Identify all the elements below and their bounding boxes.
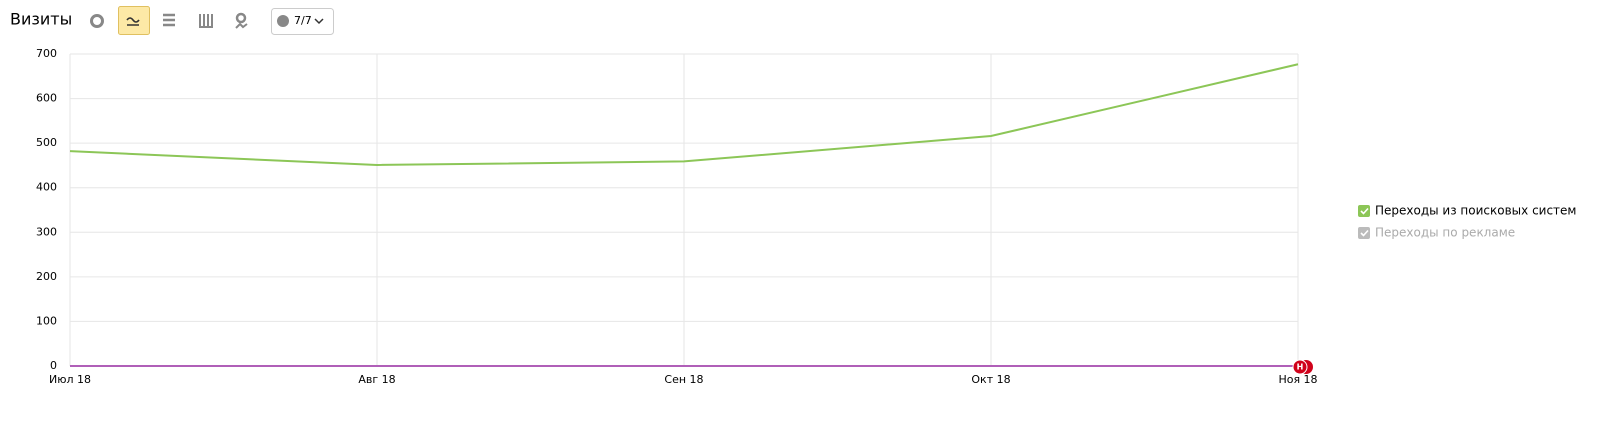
y-tick-label: 0 — [50, 359, 57, 372]
pie-button[interactable] — [90, 14, 104, 28]
annotation-marker — [1292, 359, 1308, 375]
map-button[interactable] — [235, 12, 247, 24]
x-tick-label: Июл 18 — [49, 373, 91, 386]
legend-check — [1360, 229, 1369, 237]
y-tick-label: 300 — [36, 225, 57, 238]
series-line — [69, 63, 1299, 166]
legend-checkbox[interactable] — [1358, 227, 1370, 239]
x-tick-label: Ноя 18 — [1278, 373, 1317, 386]
map-icon — [235, 22, 248, 29]
annotation-label: Н — [1297, 363, 1304, 372]
y-tick-label: 600 — [36, 92, 57, 105]
y-tick-label: 700 — [36, 47, 57, 60]
bars-button[interactable] — [199, 14, 213, 28]
line-icon — [126, 17, 140, 26]
legend-check — [1360, 207, 1369, 215]
y-tick-label: 100 — [36, 314, 57, 327]
chart-title: Визиты — [10, 10, 72, 29]
legend-checkbox[interactable] — [1358, 205, 1370, 217]
y-tick-label: 500 — [36, 136, 57, 149]
x-tick-label: Сен 18 — [664, 373, 703, 386]
toolbar — [90, 6, 334, 35]
comment-icon — [277, 15, 289, 27]
x-tick-label: Авг 18 — [358, 373, 395, 386]
area-button[interactable] — [163, 13, 175, 27]
x-tick-label: Окт 18 — [971, 373, 1010, 386]
y-tick-label: 400 — [36, 181, 57, 194]
chevron — [314, 18, 324, 25]
comments-count: 7/7 — [294, 14, 312, 27]
legend-label[interactable]: Переходы из поисковых систем — [1375, 204, 1577, 218]
comments-dropdown[interactable] — [271, 8, 334, 35]
legend-label[interactable]: Переходы по рекламе — [1375, 226, 1515, 240]
y-tick-label: 200 — [36, 270, 57, 283]
